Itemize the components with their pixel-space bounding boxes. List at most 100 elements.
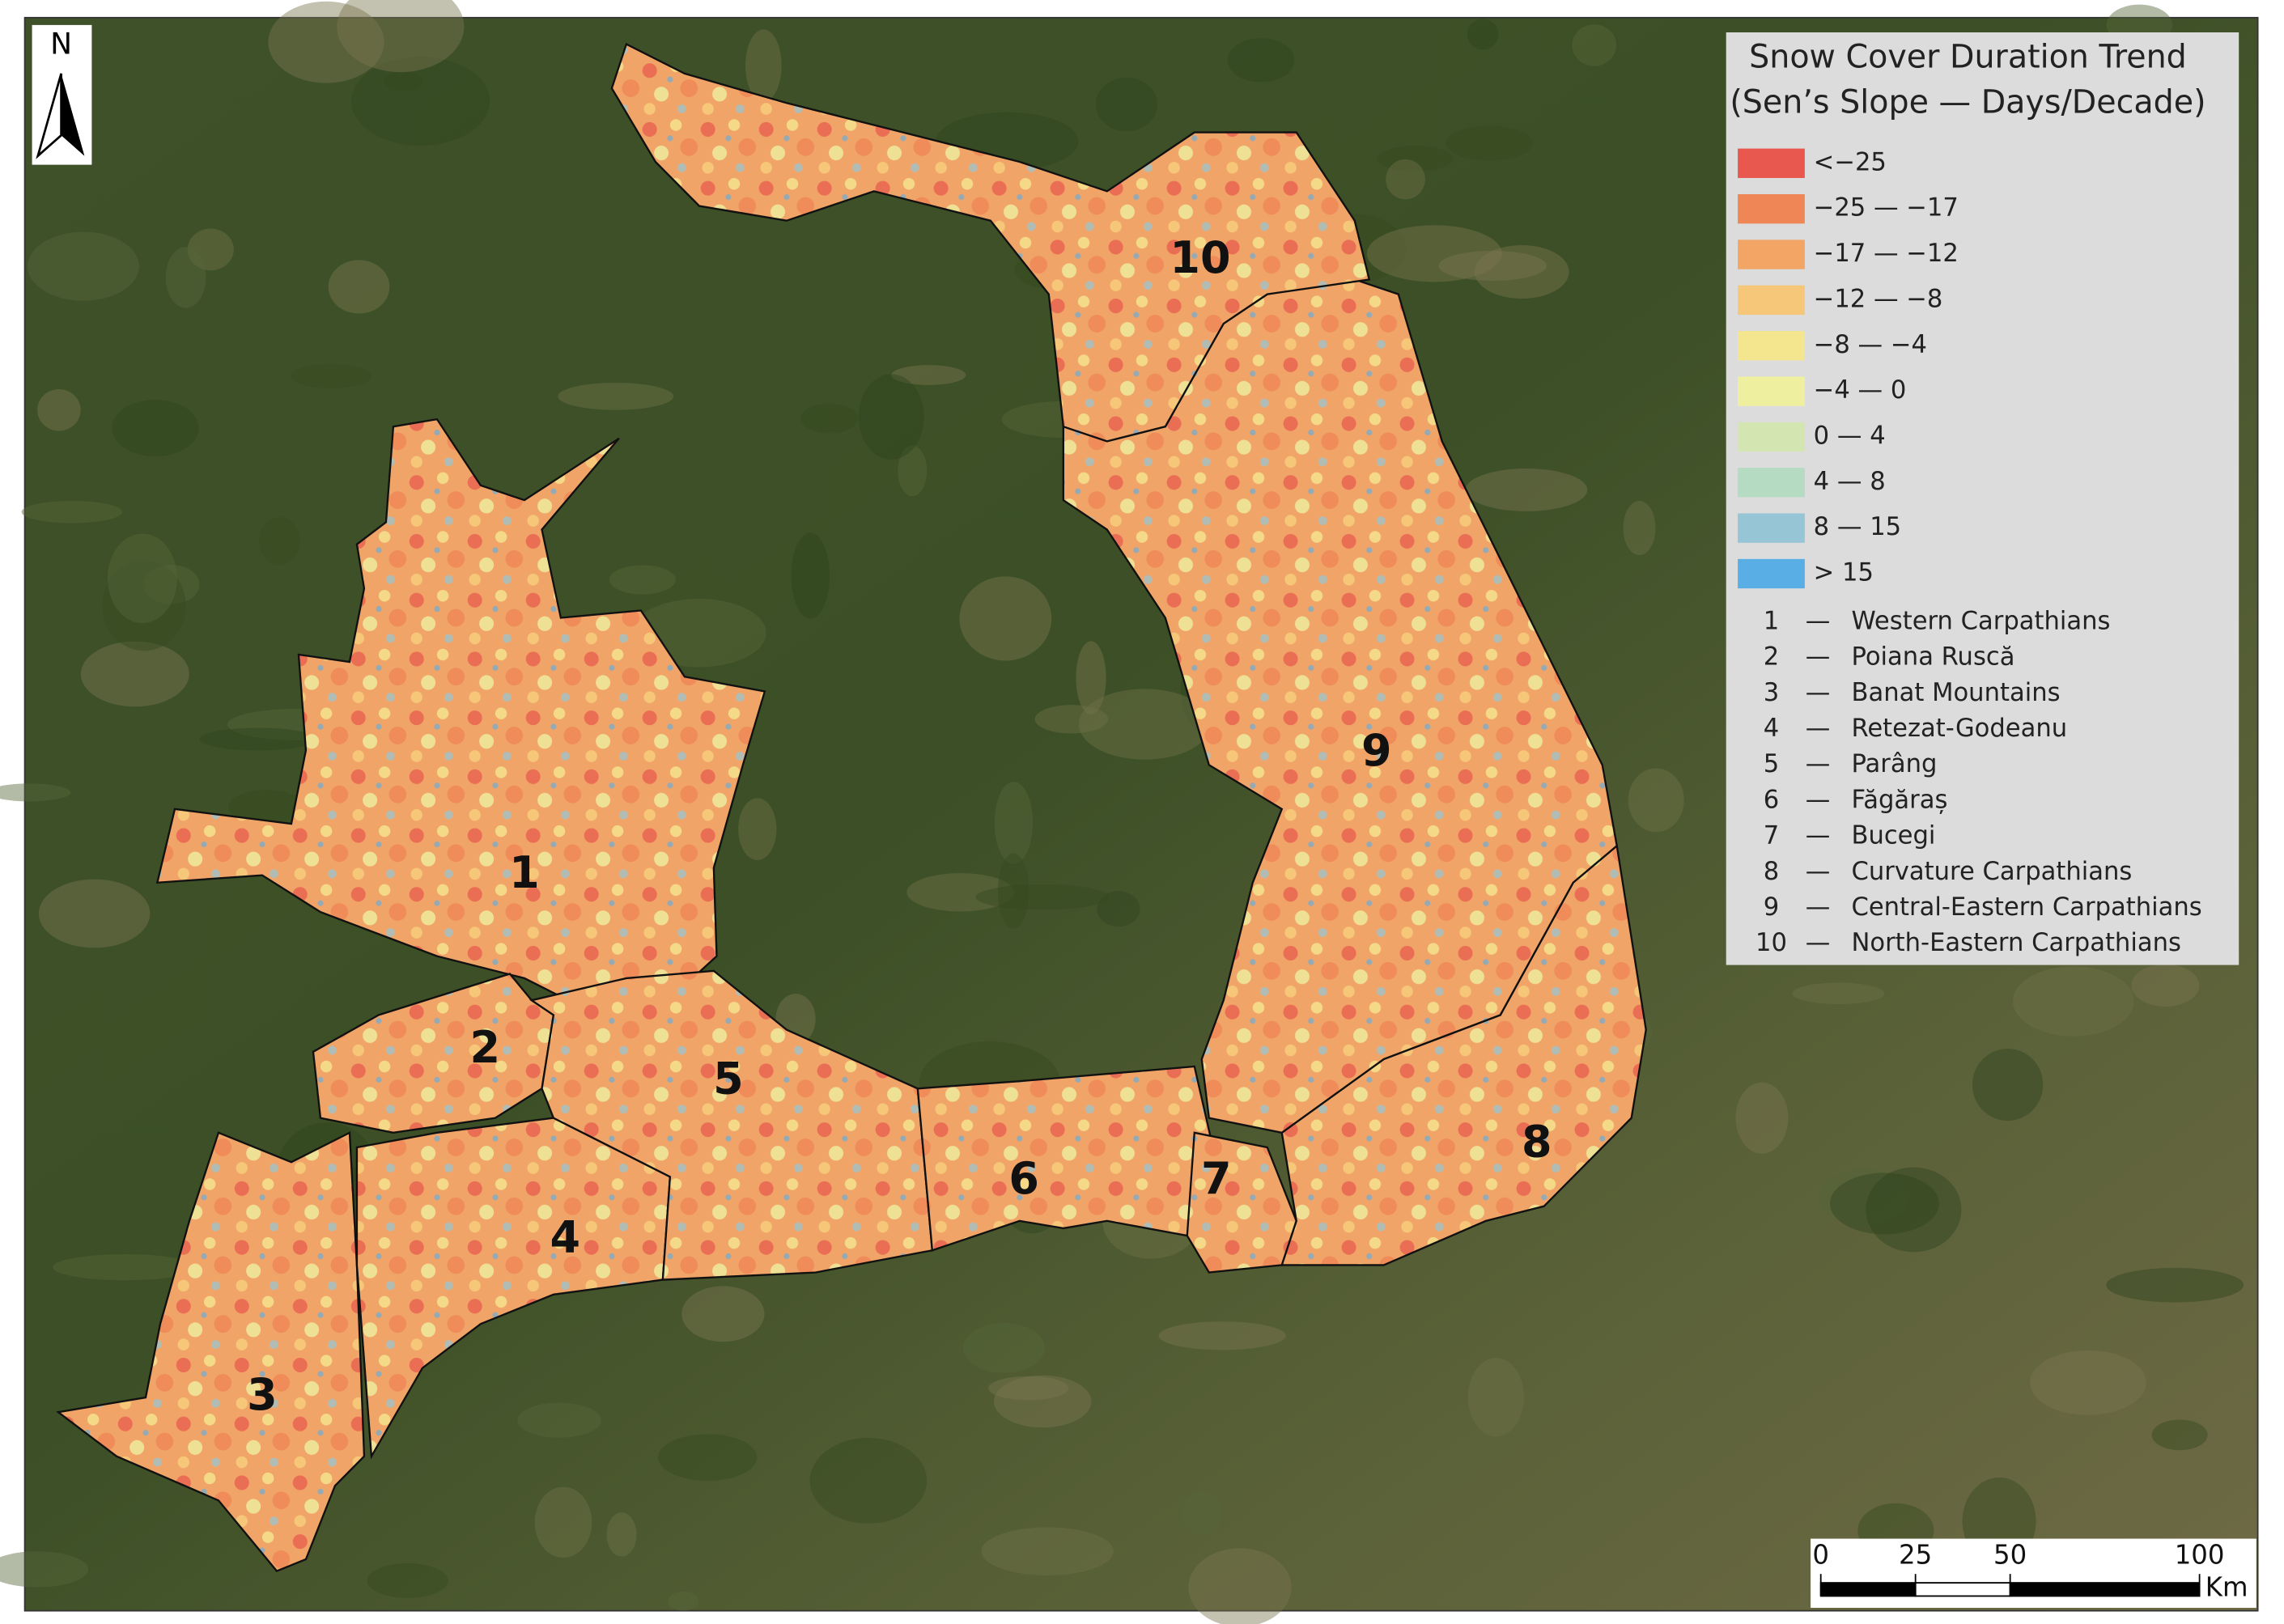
region-labels: 1 2 3 4 5 6 7 8 9 10: [247, 232, 1552, 1421]
terrain-patch: [745, 29, 782, 102]
terrain-patch: [107, 533, 177, 624]
region-number: 5: [713, 1053, 744, 1104]
terrain-patch: [800, 403, 859, 434]
legend-separator: —: [1806, 820, 1831, 850]
legend-region-name: Parâng: [1851, 749, 1937, 778]
terrain-patch: [1158, 1321, 1286, 1351]
terrain-patch: [1097, 891, 1140, 927]
terrain-patch: [1628, 768, 1684, 833]
region-area: [529, 969, 934, 1281]
legend-separator: —: [1806, 642, 1831, 672]
legend-swatch: [1738, 285, 1805, 316]
terrain-patch: [187, 228, 234, 271]
terrain-patch: [165, 247, 206, 308]
terrain-patch: [1446, 125, 1534, 161]
region-number: 1: [509, 847, 540, 898]
legend-region-name: Retezat-Godeanu: [1851, 714, 2067, 743]
terrain-patch: [1076, 641, 1106, 714]
region-number: 4: [550, 1211, 581, 1262]
terrain-patch: [367, 1563, 448, 1598]
terrain-patch: [1735, 1082, 1789, 1154]
legend-class-label: −8 — −4: [1814, 330, 1927, 359]
terrain-patch: [668, 1591, 699, 1611]
scale-segment: [1914, 1582, 2011, 1597]
terrain-patch: [858, 374, 924, 460]
terrain-patch: [1366, 225, 1502, 282]
terrain-patch: [1078, 689, 1211, 760]
legend-separator: —: [1806, 749, 1831, 778]
terrain-patch: [143, 564, 200, 604]
legend-region-name: Western Carpathians: [1851, 606, 2110, 635]
terrain-patch: [1188, 1548, 1292, 1624]
scale-tick-label: 25: [1899, 1539, 1932, 1570]
region-number: 9: [1361, 725, 1392, 776]
terrain-patch: [1034, 705, 1109, 734]
terrain-patch: [0, 783, 71, 802]
terrain-patch: [0, 1551, 89, 1588]
legend-region-number: 1: [1764, 606, 1779, 635]
regions: [56, 42, 1647, 1572]
legend-region-name: Banat Mountains: [1851, 678, 2060, 707]
legend-swatch: [1738, 193, 1805, 224]
legend-region-number: 10: [1755, 928, 1787, 957]
legend-region-number: 9: [1764, 893, 1779, 922]
terrain-patch: [517, 1402, 601, 1438]
terrain-patch: [791, 532, 830, 619]
region-area: [916, 1065, 1218, 1252]
terrain-patch: [28, 231, 139, 301]
legend-separator: —: [1806, 785, 1831, 814]
terrain-patch: [1829, 1172, 1939, 1235]
legend-swatch: [1738, 331, 1805, 361]
legend-separator: —: [1806, 857, 1831, 886]
terrain-patch: [681, 1286, 765, 1342]
legend-region-name: Poiana Ruscă: [1851, 642, 2014, 672]
terrain-patch: [1377, 146, 1454, 172]
legend-region-name: Bucegi: [1851, 820, 1935, 850]
legend-class-label: −25 — −17: [1814, 193, 1959, 223]
region-area: [610, 42, 1371, 443]
legend-region-name: Făgăraș: [1851, 785, 1947, 814]
terrain-patch: [891, 365, 966, 385]
legend-class-label: −12 — −8: [1814, 284, 1943, 313]
terrain-patch: [1467, 1358, 1524, 1437]
terrain-patch: [959, 576, 1052, 661]
terrain-patch: [994, 782, 1034, 864]
terrain-patch: [658, 1434, 758, 1482]
terrain-patch: [1572, 24, 1617, 66]
terrain-patch: [997, 853, 1029, 929]
region-number: 8: [1522, 1116, 1552, 1167]
legend-region-number: 2: [1764, 642, 1779, 672]
scale-tick-label: 100: [2175, 1539, 2225, 1570]
region-number: 2: [470, 1022, 501, 1073]
legend-region-number: 8: [1764, 857, 1779, 886]
legend-class-label: −17 — −12: [1814, 239, 1959, 268]
terrain-patch: [2030, 1350, 2146, 1415]
region-number: 10: [1170, 232, 1230, 283]
terrain-patch: [1095, 77, 1157, 132]
terrain-patch: [37, 389, 81, 431]
legend-swatch: [1738, 422, 1805, 452]
legend-region-name: Curvature Carpathians: [1851, 857, 2132, 886]
terrain-patch: [38, 879, 151, 948]
terrain-patch: [534, 1486, 592, 1558]
terrain-patch: [1819, 1168, 1910, 1226]
terrain-patch: [337, 0, 465, 73]
legend-title: (Sen’s Slope — Days/Decade): [1730, 83, 2205, 121]
terrain-patch: [1792, 982, 1885, 1005]
legend-class-label: −4 — 0: [1814, 375, 1907, 405]
legend-swatch: [1738, 240, 1805, 269]
legend-title: Snow Cover Duration Trend: [1749, 38, 2187, 75]
legend-region-number: 5: [1764, 749, 1779, 778]
terrain-patch: [738, 798, 777, 860]
terrain-patch: [2151, 1419, 2208, 1451]
north-arrow: N: [32, 24, 92, 165]
legend-box: [1726, 32, 2239, 965]
terrain-patch: [2131, 964, 2200, 1007]
legend-class-label: 8 — 15: [1814, 512, 1901, 541]
legend-region-number: 4: [1764, 714, 1779, 743]
terrain-patch: [1474, 244, 1569, 299]
terrain-patch: [2106, 1267, 2244, 1303]
scale-tick-label: 0: [1812, 1539, 1829, 1570]
